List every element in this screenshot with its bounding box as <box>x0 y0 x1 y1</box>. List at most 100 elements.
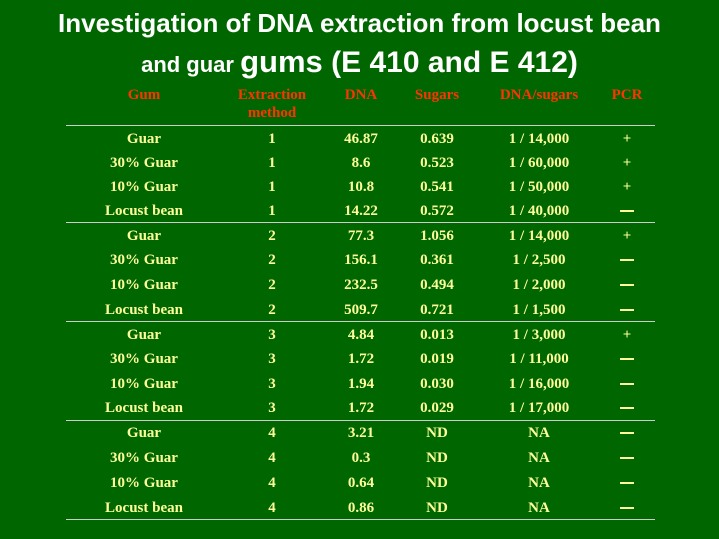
cell-dna-sugars: 1 / 2,500 <box>512 252 566 268</box>
cell-extraction-method: 4 <box>268 425 276 441</box>
negative-dash <box>620 308 634 311</box>
cell-dna: 8.6 <box>351 155 371 171</box>
negative-dash <box>620 506 634 509</box>
cell-gum: Guar <box>126 131 162 147</box>
cell-pcr <box>600 251 654 269</box>
table-rule-method-2 <box>66 321 655 322</box>
cell-gum: Locust bean <box>105 203 183 219</box>
cell-gum: Locust bean <box>105 400 183 416</box>
negative-dash <box>620 456 634 459</box>
table-rule-method-1 <box>66 222 655 223</box>
cell-sugars: 0.030 <box>420 376 454 392</box>
title-line2-part-b: gums <box>240 44 323 79</box>
cell-extraction-method: 2 <box>268 252 276 268</box>
cell-gum: 10% Guar <box>110 376 178 392</box>
cell-dna-sugars: 1 / 60,000 <box>508 155 570 171</box>
cell-pcr <box>600 474 654 492</box>
cell-extraction-method: 1 <box>268 203 276 219</box>
cell-extraction-method: 4 <box>268 475 276 491</box>
table-rule-header <box>66 125 655 126</box>
cell-dna-sugars: 1 / 2,000 <box>512 277 566 293</box>
cell-pcr: + <box>622 155 632 171</box>
cell-sugars: 0.572 <box>420 203 454 219</box>
cell-dna: 46.87 <box>344 131 378 147</box>
header-extraction-line2: method <box>247 105 297 121</box>
cell-gum: Guar <box>126 425 162 441</box>
cell-dna-sugars: NA <box>528 500 550 516</box>
negative-dash <box>620 481 634 484</box>
cell-dna-sugars: 1 / 14,000 <box>508 131 570 147</box>
header-dna: DNA <box>344 87 378 103</box>
cell-dna-sugars: 1 / 17,000 <box>508 400 570 416</box>
cell-dna: 232.5 <box>344 277 378 293</box>
cell-sugars: ND <box>426 450 448 466</box>
cell-dna: 3.21 <box>347 425 375 441</box>
cell-dna: 1.72 <box>347 351 375 367</box>
cell-pcr: + <box>622 179 632 195</box>
cell-sugars: 0.019 <box>420 351 454 367</box>
cell-dna: 1.72 <box>347 400 375 416</box>
cell-extraction-method: 3 <box>268 376 276 392</box>
header-gum: Gum <box>127 87 161 103</box>
table-rule-method-3 <box>66 420 655 421</box>
cell-dna: 1.94 <box>347 376 375 392</box>
header-extraction-line1: Extraction <box>237 87 307 103</box>
negative-dash <box>620 357 634 360</box>
cell-dna: 0.3 <box>351 450 371 466</box>
cell-extraction-method: 3 <box>268 351 276 367</box>
cell-extraction-method: 2 <box>268 228 276 244</box>
cell-dna-sugars: 1 / 40,000 <box>508 203 570 219</box>
cell-sugars: ND <box>426 425 448 441</box>
cell-pcr <box>600 301 654 319</box>
cell-sugars: 0.541 <box>420 179 454 195</box>
cell-dna-sugars: 1 / 14,000 <box>508 228 570 244</box>
cell-gum: Locust bean <box>105 302 183 318</box>
cell-sugars: 0.013 <box>420 327 454 343</box>
cell-pcr: + <box>622 228 632 244</box>
cell-pcr <box>600 375 654 393</box>
cell-extraction-method: 1 <box>268 155 276 171</box>
cell-dna-sugars: 1 / 50,000 <box>508 179 570 195</box>
cell-pcr: + <box>622 131 632 147</box>
cell-dna: 77.3 <box>347 228 375 244</box>
cell-extraction-method: 4 <box>268 450 276 466</box>
cell-pcr: + <box>622 327 632 343</box>
table-rule-method-4 <box>66 519 655 520</box>
cell-extraction-method: 1 <box>268 179 276 195</box>
cell-dna-sugars: NA <box>528 425 550 441</box>
cell-pcr <box>600 499 654 517</box>
cell-pcr <box>600 424 654 442</box>
cell-gum: 10% Guar <box>110 277 178 293</box>
cell-extraction-method: 3 <box>268 400 276 416</box>
header-extraction-method: Extraction method <box>222 86 322 122</box>
cell-extraction-method: 3 <box>268 327 276 343</box>
cell-pcr <box>600 202 654 220</box>
cell-pcr <box>600 399 654 417</box>
cell-gum: 30% Guar <box>110 351 178 367</box>
cell-sugars: 0.523 <box>420 155 454 171</box>
cell-dna: 10.8 <box>347 179 375 195</box>
header-dna-sugars: DNA/sugars <box>499 87 579 103</box>
cell-gum: 10% Guar <box>110 475 178 491</box>
cell-extraction-method: 4 <box>268 500 276 516</box>
cell-gum: 30% Guar <box>110 252 178 268</box>
slide-title-line2: and guar gums (E 410 and E 412) <box>0 42 719 88</box>
negative-dash <box>620 382 634 385</box>
slide-title-line1: Investigation of DNA extraction from loc… <box>58 8 661 38</box>
cell-sugars: ND <box>426 500 448 516</box>
title-line2-part-a: and guar <box>141 52 241 77</box>
cell-pcr <box>600 449 654 467</box>
header-pcr: PCR <box>611 87 643 103</box>
cell-dna-sugars: NA <box>528 450 550 466</box>
cell-dna: 14.22 <box>344 203 378 219</box>
cell-gum: Guar <box>126 327 162 343</box>
cell-extraction-method: 2 <box>268 302 276 318</box>
cell-gum: Locust bean <box>105 500 183 516</box>
negative-dash <box>620 283 634 286</box>
cell-extraction-method: 2 <box>268 277 276 293</box>
cell-extraction-method: 1 <box>268 131 276 147</box>
cell-sugars: ND <box>426 475 448 491</box>
cell-dna-sugars: 1 / 16,000 <box>508 376 570 392</box>
cell-dna: 4.84 <box>347 327 375 343</box>
